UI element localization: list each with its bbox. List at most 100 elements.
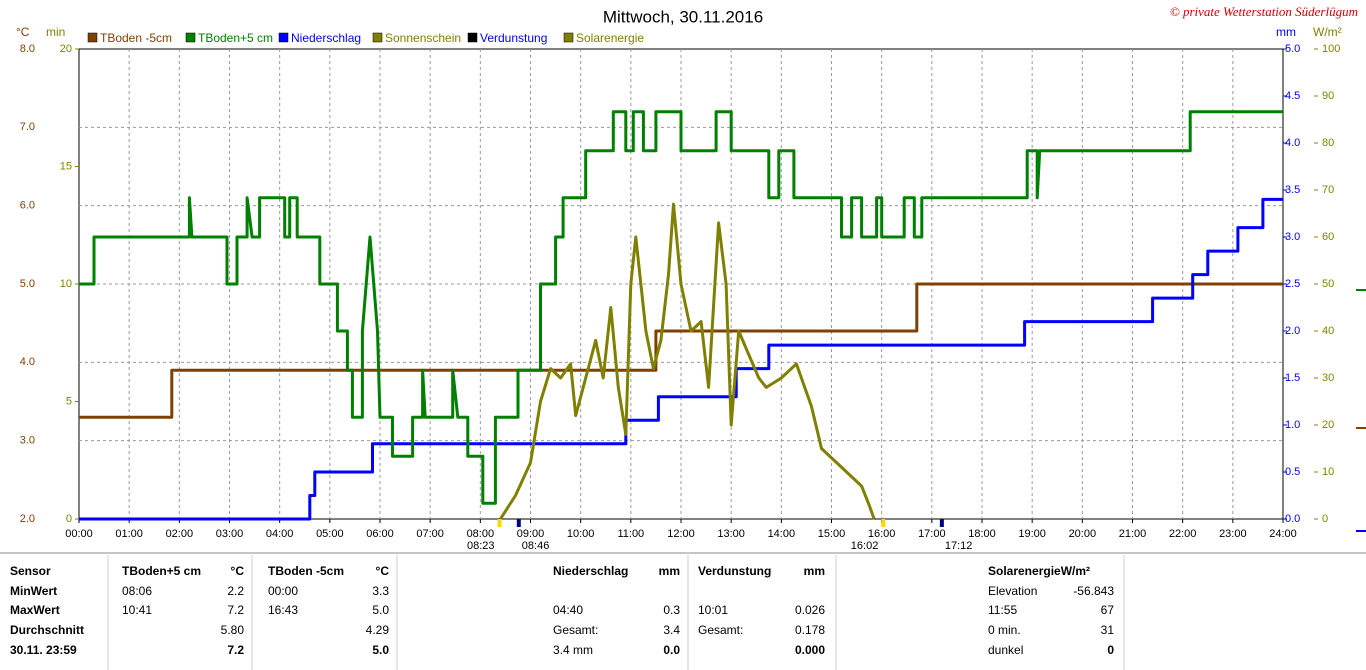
y-tick-label: 1.0	[1285, 419, 1300, 431]
copyright: © private Wetterstation Süderlügum	[1170, 4, 1358, 19]
legend-swatch	[278, 32, 289, 43]
x-tick-label: 00:00	[65, 528, 93, 540]
x-tick-label: 17:00	[918, 528, 946, 540]
x-tick-label: 18:00	[968, 528, 996, 540]
table-cell: Sensor	[10, 564, 51, 578]
axis-unit: W/m²	[1313, 25, 1342, 39]
y-tick-label: 20	[60, 43, 72, 55]
y-tick-label: 20	[1322, 419, 1334, 431]
y-tick-label: 15	[60, 160, 72, 172]
table-cell: Verdunstung	[698, 564, 771, 578]
x-tick-label: 23:00	[1219, 528, 1247, 540]
table-cell: 11:55	[988, 603, 1017, 617]
x-tick-label: 19:00	[1018, 528, 1046, 540]
table-cell: 3.4 mm	[553, 643, 593, 657]
table-cell: 16:43	[268, 603, 298, 617]
y-tick-label: 4.5	[1285, 90, 1300, 102]
table-cell: 67	[1101, 603, 1115, 617]
table-cell: MinWert	[10, 584, 57, 598]
y-tick-label: 60	[1322, 231, 1334, 243]
y-tick-label: 30	[1322, 372, 1334, 384]
legend-swatch	[467, 32, 478, 43]
x-tick-label: 20:00	[1069, 528, 1097, 540]
y-tick-label: 8.0	[20, 43, 35, 55]
x-tick-label: 12:00	[667, 528, 695, 540]
series-line	[79, 282, 1283, 419]
y-tick-label: 4.0	[1285, 137, 1300, 149]
table-cell: 04:40	[553, 603, 583, 617]
table-cell: 31	[1101, 623, 1115, 637]
x-tick-label: 13:00	[717, 528, 745, 540]
table-cell: 08:06	[122, 584, 152, 598]
legend-swatch	[185, 32, 196, 43]
y-tick-label: 0	[66, 513, 72, 525]
table-cell: MaxWert	[10, 603, 60, 617]
table-cell: 0.0	[663, 643, 680, 657]
table-cell: SolarenergieW/m²	[988, 564, 1090, 578]
table-cell: TBoden+5 cm	[122, 564, 201, 578]
table-cell: 7.2	[227, 603, 244, 617]
axis-unit: min	[46, 25, 65, 39]
y-tick-label: 0	[1322, 513, 1328, 525]
event-label: 16:02	[851, 540, 879, 552]
y-tick-label: 0.0	[1285, 513, 1300, 525]
x-tick-label: 10:00	[567, 528, 595, 540]
table-cell: Elevation	[988, 584, 1037, 598]
axis-unit: °C	[16, 25, 30, 39]
series-line	[499, 202, 876, 520]
table-cell: Durchschnitt	[10, 623, 84, 637]
table-cell: 0	[1107, 643, 1114, 657]
table-cell: 0 min.	[988, 623, 1021, 637]
legend-swatch	[87, 32, 98, 43]
table-cell: Gesamt:	[698, 623, 743, 637]
x-tick-label: 15:00	[818, 528, 846, 540]
x-tick-label: 06:00	[366, 528, 394, 540]
x-tick-label: 09:00	[517, 528, 545, 540]
y-tick-label: 90	[1322, 90, 1334, 102]
event-label: 17:12	[945, 540, 973, 552]
y-tick-label: 5	[66, 395, 72, 407]
table-cell: -56.843	[1073, 584, 1114, 598]
table-cell: mm	[804, 564, 825, 578]
table-cell: °C	[376, 564, 390, 578]
legend-swatch	[563, 32, 574, 43]
y-tick-label: 6.0	[20, 200, 35, 212]
legend-label: Solarenergie	[576, 31, 644, 45]
table-cell: 5.80	[221, 623, 245, 637]
y-tick-label: 2.5	[1285, 278, 1300, 290]
x-tick-label: 24:00	[1269, 528, 1297, 540]
event-marker	[497, 519, 502, 527]
legend-swatch	[372, 32, 383, 43]
y-tick-label: 50	[1322, 278, 1334, 290]
y-tick-label: 5.0	[20, 278, 35, 290]
table-cell: 3.4	[663, 623, 680, 637]
event-marker	[516, 519, 521, 527]
x-tick-label: 21:00	[1119, 528, 1147, 540]
y-tick-label: 0.5	[1285, 466, 1300, 478]
y-tick-label: 7.0	[20, 121, 35, 133]
x-tick-label: 14:00	[768, 528, 796, 540]
table-cell: dunkel	[988, 643, 1023, 657]
table-cell: 2.2	[227, 584, 244, 598]
chart-title: Mittwoch, 30.11.2016	[603, 7, 763, 26]
y-tick-label: 2.0	[1285, 325, 1300, 337]
y-tick-label: 3.5	[1285, 184, 1300, 196]
y-tick-label: 80	[1322, 137, 1334, 149]
x-tick-label: 11:00	[617, 528, 644, 540]
table-cell: 30.11. 23:59	[10, 643, 77, 657]
table-cell: 3.3	[372, 584, 389, 598]
x-tick-label: 05:00	[316, 528, 344, 540]
event-marker	[939, 519, 944, 527]
x-tick-label: 07:00	[416, 528, 444, 540]
y-tick-label: 10	[60, 278, 72, 290]
event-marker	[881, 519, 886, 527]
x-tick-label: 04:00	[266, 528, 294, 540]
x-tick-label: 01:00	[115, 528, 143, 540]
table-cell: 5.0	[372, 603, 389, 617]
table-cell: 00:00	[268, 584, 298, 598]
table-cell: 5.0	[372, 643, 389, 657]
x-tick-label: 22:00	[1169, 528, 1197, 540]
event-label: 08:23	[467, 540, 495, 552]
